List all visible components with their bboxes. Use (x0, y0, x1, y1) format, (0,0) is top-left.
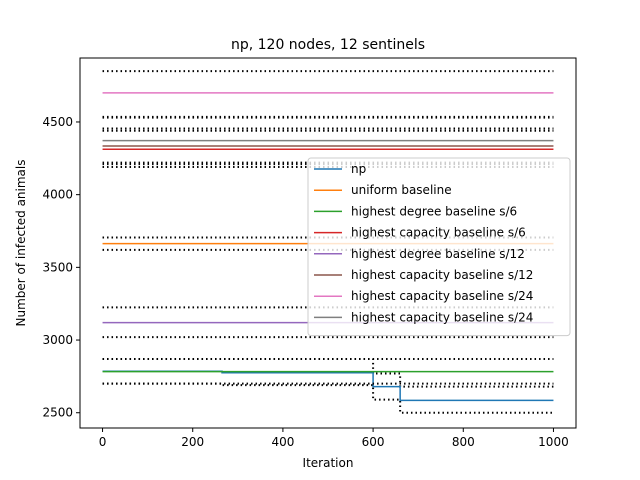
legend-label: highest degree baseline s/12 (351, 247, 525, 261)
series-0-lower-bound (102, 382, 554, 414)
x-tick-label: 0 (99, 435, 107, 449)
legend-label: np (351, 162, 366, 176)
y-axis-title: Number of infected animals (14, 160, 28, 327)
legend-label: uniform baseline (351, 183, 452, 197)
x-axis-title: Iteration (303, 456, 354, 470)
x-tick-label: 800 (452, 435, 475, 449)
x-tick-label: 200 (181, 435, 204, 449)
legend-label: highest capacity baseline s/24 (351, 289, 533, 303)
plot-frame (79, 57, 577, 429)
x-axis: 0 200 400 600 800 1000 (99, 428, 569, 449)
legend: np uniform baseline highest degree baselin… (307, 157, 571, 337)
x-tick-label: 600 (362, 435, 385, 449)
legend-label: highest degree baseline s/6 (351, 204, 517, 218)
legend-label: highest capacity baseline s/12 (351, 268, 533, 282)
y-tick-label: 2500 (42, 406, 73, 420)
y-axis: 2500 3000 3500 4000 4500 (42, 115, 80, 420)
x-tick-label: 400 (271, 435, 294, 449)
x-tick-label: 1000 (538, 435, 569, 449)
y-tick-label: 4500 (42, 115, 73, 129)
legend-label: highest capacity baseline s/6 (351, 226, 526, 240)
y-tick-label: 3000 (42, 333, 73, 347)
chart-title: np, 120 nodes, 12 sentinels (231, 37, 425, 53)
y-tick-label: 4000 (42, 188, 73, 202)
y-tick-label: 3500 (42, 260, 73, 274)
legend-box (307, 157, 571, 337)
legend-label: highest capacity baseline s/24 (351, 310, 533, 324)
